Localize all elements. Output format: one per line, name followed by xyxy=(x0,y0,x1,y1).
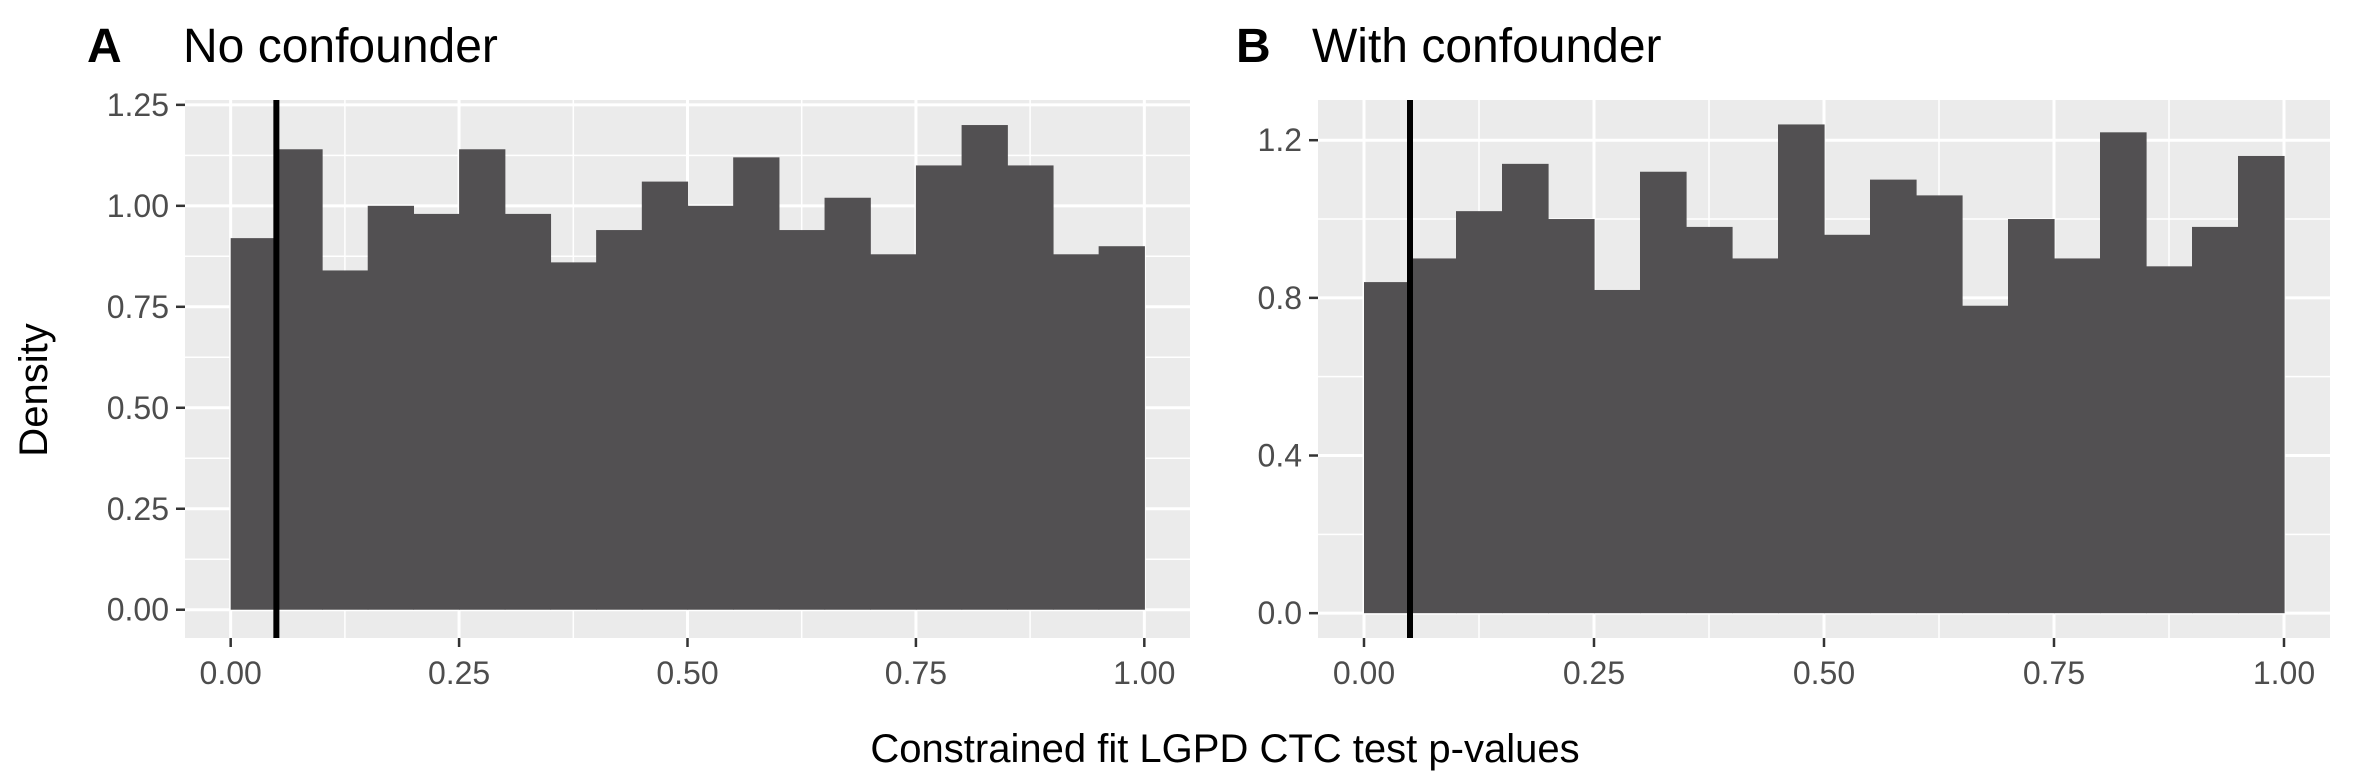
histogram-bar xyxy=(1364,282,1411,614)
histogram-bar xyxy=(413,213,460,610)
x-tick-label: 0.50 xyxy=(656,655,718,691)
x-tick-label: 1.00 xyxy=(2253,655,2315,691)
histogram-bar xyxy=(367,205,415,610)
histogram-bar xyxy=(778,230,826,610)
y-tick-label: 1.2 xyxy=(1258,122,1302,158)
histogram-bar xyxy=(1410,258,1457,614)
panel-title: No confounder xyxy=(183,20,498,73)
x-tick-label: 0.25 xyxy=(428,655,490,691)
histogram-bar xyxy=(1007,165,1054,610)
histogram-bar xyxy=(1502,163,1549,614)
panel-tag: A xyxy=(87,20,122,73)
histogram-bar xyxy=(2146,266,2193,614)
x-tick-label: 0.00 xyxy=(200,655,262,691)
y-tick-label: 0.4 xyxy=(1258,438,1302,474)
histogram-bar xyxy=(1548,219,1595,614)
histogram-bar xyxy=(733,157,780,610)
x-tick-label: 1.00 xyxy=(1113,655,1175,691)
histogram-bar xyxy=(1732,258,1779,614)
y-tick-label: 0.50 xyxy=(107,390,169,426)
histogram-bar xyxy=(870,254,917,610)
panels: 0.00 0.25 0.50 0.75 1.00 0.00 0.25 0.50 0.75 1.00… xyxy=(87,20,2330,691)
histogram-bar xyxy=(1052,254,1100,610)
y-axis-title: Density xyxy=(12,323,56,456)
y-tick-label: 1.25 xyxy=(107,87,169,123)
histogram-bar xyxy=(961,125,1008,610)
histogram-bar xyxy=(1640,171,1687,614)
histogram-bar xyxy=(1870,179,1917,614)
histogram-bar xyxy=(2238,155,2285,614)
histogram-bar xyxy=(2054,258,2101,614)
x-tick-label: 0.00 xyxy=(1333,655,1395,691)
histogram-bar xyxy=(1778,124,1825,614)
histogram-bar xyxy=(1962,305,2009,614)
histogram-bar xyxy=(276,149,323,610)
x-tick-label: 0.75 xyxy=(2023,655,2085,691)
y-tick-label: 0.8 xyxy=(1258,280,1302,316)
histogram-bar xyxy=(459,149,506,610)
y-tick-label: 0.25 xyxy=(107,491,169,527)
panel-title: With confounder xyxy=(1312,20,1662,73)
y-tick-label: 0.00 xyxy=(107,592,169,628)
histogram-bar xyxy=(322,270,369,610)
histogram-bar xyxy=(687,205,734,610)
x-tick-label: 0.75 xyxy=(885,655,947,691)
histogram-bar xyxy=(1916,195,1963,614)
y-tick-label: 0.75 xyxy=(107,289,169,325)
histogram-bar xyxy=(1098,246,1145,610)
histogram-bar xyxy=(2008,219,2055,614)
x-tick-label: 0.50 xyxy=(1793,655,1855,691)
histogram-bar xyxy=(550,262,597,610)
histogram-bar xyxy=(824,197,871,610)
histogram-bar xyxy=(2192,226,2239,614)
panel-tag: B xyxy=(1236,20,1271,73)
y-tick-label: 1.00 xyxy=(107,188,169,224)
histogram-bar xyxy=(2100,132,2147,614)
histogram-bar xyxy=(915,165,963,610)
histogram-bar xyxy=(1824,234,1871,614)
panel-a: 0.00 0.25 0.50 0.75 1.00 0.00 0.25 0.50 0.75 1.00… xyxy=(87,20,1190,691)
histogram-bar xyxy=(504,213,552,610)
y-tick-label: 0.0 xyxy=(1258,595,1302,631)
x-tick-label: 0.25 xyxy=(1563,655,1625,691)
histogram-bar xyxy=(596,230,643,610)
histogram-bar xyxy=(230,238,277,610)
histogram-bar xyxy=(1594,289,1641,614)
histogram-bar xyxy=(1686,226,1733,614)
panel-b: 0.00 0.25 0.50 0.75 1.00 0.0 0.4 0.8 1.2 B With co… xyxy=(1236,20,2330,691)
histogram-bar xyxy=(641,181,689,610)
histogram-bar xyxy=(1456,211,1503,614)
x-axis-title: Constrained fit LGPD CTC test p-values xyxy=(870,727,1579,771)
